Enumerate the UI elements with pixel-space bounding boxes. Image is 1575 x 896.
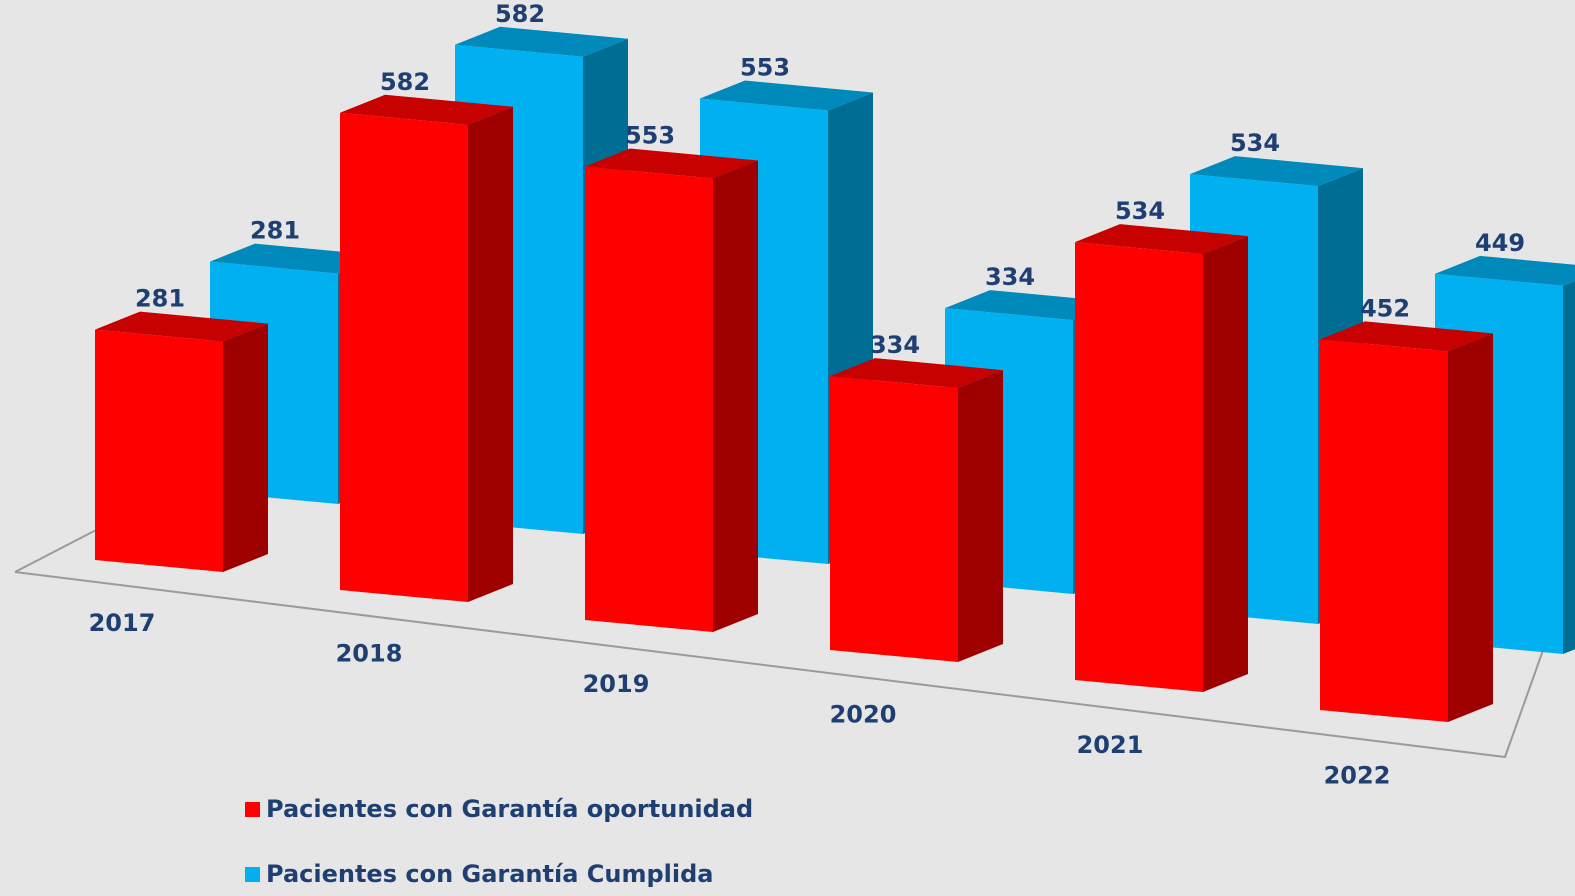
bar-side xyxy=(468,106,513,602)
bar-top xyxy=(700,80,873,111)
x-tick-label: 2018 xyxy=(336,640,403,668)
legend-swatch xyxy=(245,867,260,882)
bar-side xyxy=(223,323,268,572)
bar-front xyxy=(585,166,713,633)
value-label: 334 xyxy=(870,331,920,359)
bar-top xyxy=(1435,255,1575,286)
value-label: 281 xyxy=(135,285,185,313)
bar-top xyxy=(1190,156,1363,187)
bar-top xyxy=(1075,224,1248,255)
x-tick-label: 2022 xyxy=(1324,762,1391,790)
bar xyxy=(340,94,513,602)
value-label: 452 xyxy=(1360,294,1410,322)
bar xyxy=(585,148,758,633)
bar xyxy=(95,311,268,572)
legend-swatch xyxy=(245,802,260,817)
value-label: 582 xyxy=(380,68,430,96)
bar-side xyxy=(1563,281,1575,654)
value-label: 334 xyxy=(985,263,1035,291)
value-label: 582 xyxy=(495,0,545,28)
legend-label: Pacientes con Garantía Cumplida xyxy=(266,860,713,888)
bar-top xyxy=(585,148,758,179)
bar-top xyxy=(1320,321,1493,352)
legend-label: Pacientes con Garantía oportunidad xyxy=(266,795,753,823)
bar-top xyxy=(340,94,513,125)
value-label: 281 xyxy=(250,217,300,245)
value-label: 553 xyxy=(740,54,790,82)
floor-edge xyxy=(14,527,101,573)
labels: 281 582 553 334 534 449 281 582 553 334 534 452 xyxy=(135,0,1525,359)
bar-front xyxy=(340,112,468,602)
bar-front xyxy=(830,376,958,662)
x-tick-label: 2020 xyxy=(830,701,897,729)
bar-top xyxy=(455,26,628,57)
bars xyxy=(95,26,1575,722)
bar-front xyxy=(95,329,223,572)
bar-side xyxy=(1448,333,1493,722)
value-label: 553 xyxy=(625,122,675,150)
bar-top xyxy=(945,290,1118,321)
bar-front xyxy=(1320,339,1448,722)
bar-top xyxy=(830,358,1003,389)
bar-side xyxy=(958,370,1003,662)
bar xyxy=(1075,224,1248,692)
bar-front xyxy=(1075,242,1203,692)
bar-side xyxy=(1203,236,1248,692)
bar-top xyxy=(95,311,268,342)
value-label: 534 xyxy=(1115,197,1165,225)
value-label: 449 xyxy=(1475,229,1525,257)
x-tick-label: 2019 xyxy=(583,670,650,698)
x-tick-label: 2021 xyxy=(1077,731,1144,759)
bar xyxy=(830,358,1003,662)
bar-top xyxy=(210,243,383,274)
x-tick-label: 2017 xyxy=(89,609,156,637)
bar-side xyxy=(713,160,758,633)
bar xyxy=(1320,321,1493,722)
value-label: 534 xyxy=(1230,129,1280,157)
